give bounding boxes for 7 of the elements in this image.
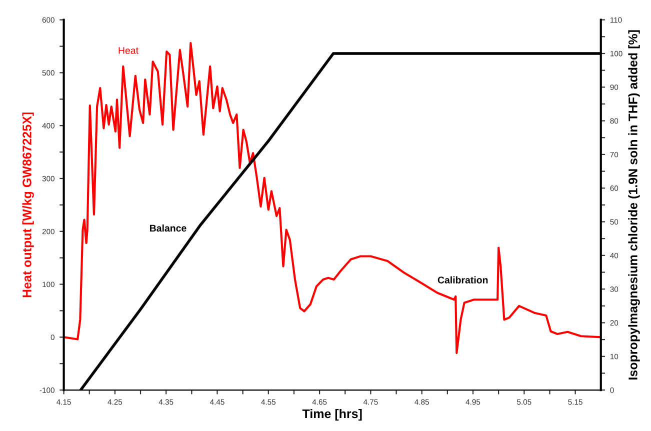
y-axis-title: Heat output [W/kg GW867225X]: [22, 112, 34, 298]
series-label: Heat: [118, 47, 138, 54]
y2-axis-title: Isopropylmagnesium chloride (1.9N soln in THF) added [%]: [628, 30, 640, 380]
line-series: [64, 42, 601, 354]
series-label: Balance: [150, 224, 186, 232]
x-axis-title: Time [hrs]: [302, 408, 362, 421]
annotation: Calibration: [438, 276, 488, 284]
